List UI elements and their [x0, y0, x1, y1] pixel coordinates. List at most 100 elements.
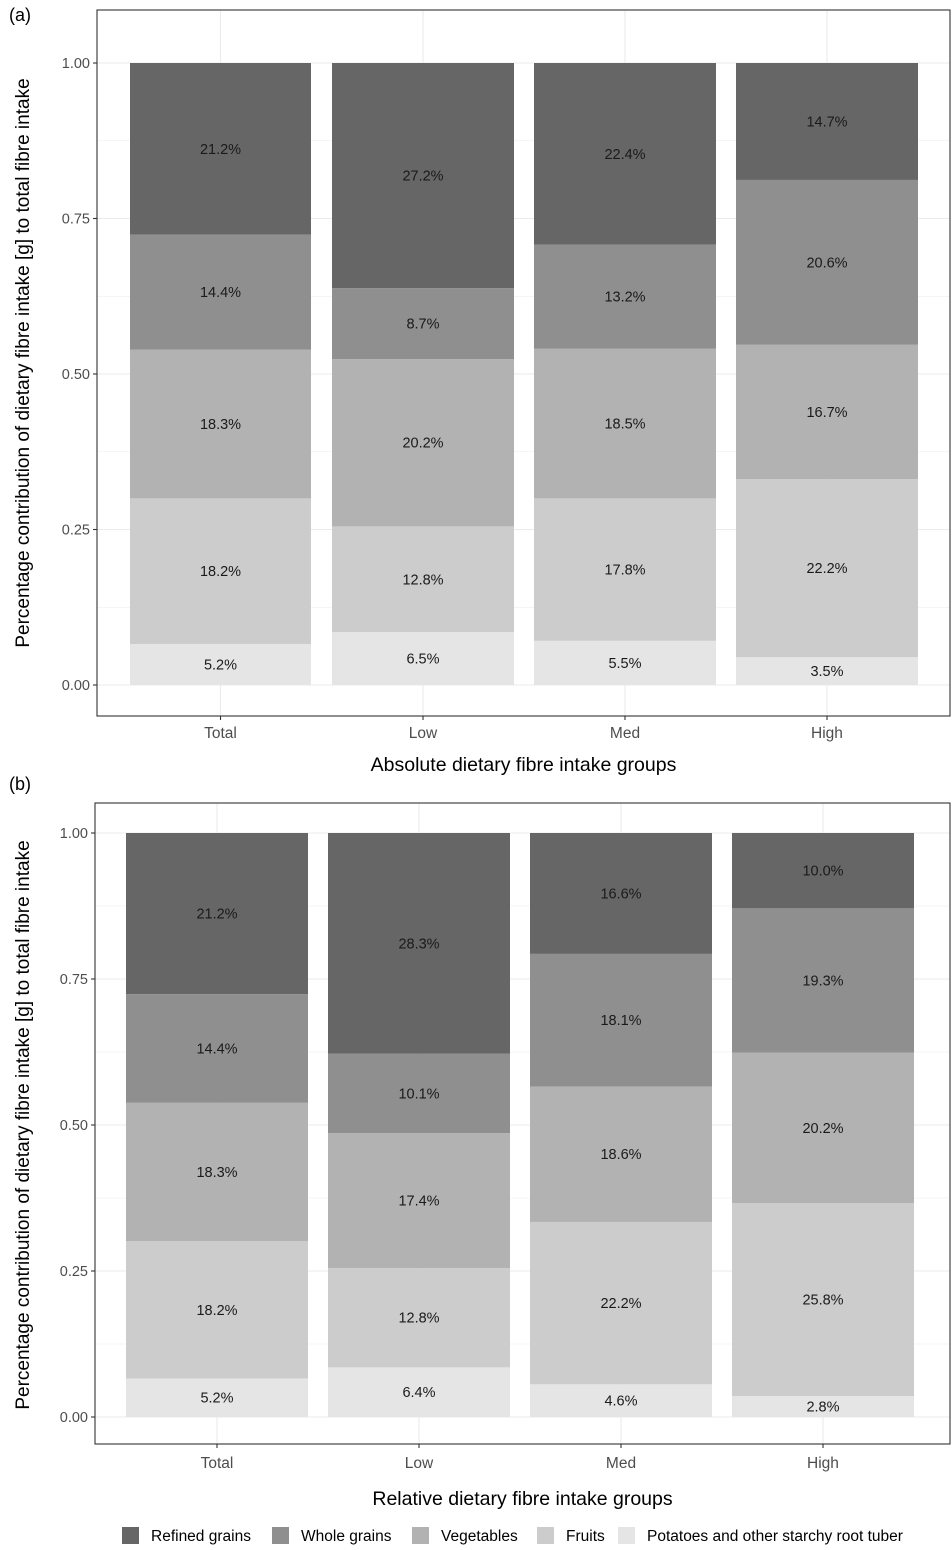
data-label: 19.3%	[802, 973, 843, 989]
data-label: 14.4%	[196, 1041, 237, 1057]
y-tick-label: 1.00	[62, 56, 90, 72]
legend-swatch-whole-grains	[272, 1527, 289, 1544]
data-label: 3.5%	[810, 664, 843, 680]
y-tick-label: 1.00	[60, 826, 88, 842]
panel-b: 5.2% 18.2% 18.3% 14.4% 21.2% 6.4% 12.8% 17.4% 10…	[9, 774, 951, 1510]
legend-swatch-vegetables	[412, 1527, 429, 1544]
bar-segment-whole-grains-total	[130, 234, 311, 350]
y-tick-label: 0.00	[62, 678, 90, 694]
y-tick-label: 0.75	[62, 212, 90, 228]
bar-segment-potatoes-and-other-starchy-root-tuber-med	[530, 1384, 712, 1417]
bar-segment-vegetables-low	[332, 359, 514, 527]
bar-segment-fruits-high	[732, 1203, 914, 1396]
x-tick-label: Low	[409, 725, 438, 742]
x-tick-label: Total	[204, 725, 237, 742]
legend-label: Whole grains	[301, 1528, 392, 1545]
y-tick-label: 0.00	[60, 1410, 88, 1426]
bar-segment-vegetables-total	[130, 349, 311, 499]
data-label: 25.8%	[802, 1293, 843, 1309]
y-axis-title: Percentage contribution of dietary fibre…	[13, 840, 34, 1409]
panel-a: 5.2% 18.2% 18.3% 14.4% 21.2% 6.5% 12.8% 20.2% 8.…	[9, 5, 951, 776]
data-label: 22.2%	[806, 561, 847, 577]
data-label: 5.2%	[204, 657, 237, 673]
data-label: 22.2%	[600, 1296, 641, 1312]
data-label: 18.2%	[196, 1303, 237, 1319]
y-tick-label: 0.50	[62, 367, 90, 383]
bar-segment-whole-grains-high	[736, 179, 918, 345]
bar-segment-fruits-high	[736, 479, 918, 658]
bar-segment-potatoes-and-other-starchy-root-tuber-total	[130, 643, 311, 685]
legend-label: Vegetables	[441, 1528, 518, 1545]
bar-segment-whole-grains-low	[332, 288, 514, 360]
y-axis-title: Percentage contribution of dietary fibre…	[13, 78, 34, 647]
legend-label: Fruits	[566, 1528, 605, 1545]
bar-segment-refined-grains-med	[530, 833, 712, 954]
data-label: 5.5%	[608, 656, 641, 672]
bar-segment-fruits-total	[126, 1241, 308, 1379]
bar-segment-fruits-med	[530, 1221, 712, 1385]
x-tick-label: Low	[405, 1455, 434, 1472]
data-label: 18.1%	[600, 1013, 641, 1029]
bar-segment-refined-grains-low	[332, 63, 514, 289]
bar-segment-potatoes-and-other-starchy-root-tuber-low	[328, 1367, 510, 1417]
data-label: 17.4%	[398, 1194, 439, 1210]
data-label: 28.3%	[398, 936, 439, 952]
y-tick-label: 0.25	[62, 523, 90, 539]
data-label: 20.6%	[806, 255, 847, 271]
legend-swatch-refined-grains	[122, 1527, 139, 1544]
data-label: 4.6%	[604, 1394, 637, 1410]
legend-swatch-fruits	[537, 1527, 554, 1544]
bar-segment-fruits-low	[328, 1268, 510, 1368]
bar-segment-refined-grains-med	[534, 63, 716, 245]
data-label: 22.4%	[604, 147, 645, 163]
bar-segment-vegetables-med	[534, 348, 716, 499]
data-label: 14.4%	[200, 285, 241, 301]
bar-segment-whole-grains-med	[530, 953, 712, 1087]
y-tick-label: 0.25	[60, 1264, 88, 1280]
bar-segment-whole-grains-low	[328, 1053, 510, 1134]
bar-segment-fruits-total	[130, 498, 311, 644]
data-label: 2.8%	[806, 1399, 839, 1415]
bar-segment-whole-grains-high	[732, 908, 914, 1053]
bar-segment-whole-grains-med	[534, 244, 716, 349]
bar-segment-fruits-med	[534, 498, 716, 641]
bar-segment-fruits-low	[332, 526, 514, 633]
legend-label: Potatoes and other starchy root tuber	[647, 1528, 903, 1545]
data-label: 12.8%	[398, 1311, 439, 1327]
x-tick-label: Med	[606, 1455, 636, 1472]
data-label: 8.7%	[406, 317, 439, 333]
panel-label: (a)	[9, 5, 31, 25]
data-label: 12.8%	[402, 572, 443, 588]
data-label: 20.2%	[402, 436, 443, 452]
data-label: 6.5%	[406, 652, 439, 668]
bar-segment-refined-grains-low	[328, 833, 510, 1054]
bar-segment-potatoes-and-other-starchy-root-tuber-total	[126, 1378, 308, 1417]
data-label: 20.2%	[802, 1121, 843, 1137]
x-tick-label: High	[811, 725, 843, 742]
bar-segment-potatoes-and-other-starchy-root-tuber-med	[534, 640, 716, 685]
data-label: 27.2%	[402, 169, 443, 185]
bar-segment-refined-grains-high	[732, 833, 914, 909]
bar-segment-refined-grains-high	[736, 63, 918, 180]
bar-segment-vegetables-high	[736, 344, 918, 480]
data-label: 16.7%	[806, 405, 847, 421]
data-label: 18.6%	[600, 1147, 641, 1163]
data-label: 21.2%	[200, 142, 241, 158]
legend-swatch-potatoes-and-other-starchy-root-tuber	[618, 1527, 635, 1544]
data-label: 18.3%	[196, 1165, 237, 1181]
data-label: 6.4%	[402, 1385, 435, 1401]
x-tick-label: Total	[201, 1455, 234, 1472]
data-label: 18.3%	[200, 417, 241, 433]
legend: Refined grains Whole grains Vegetables Frui…	[122, 1527, 903, 1545]
data-label: 5.2%	[200, 1391, 233, 1407]
panel-border	[96, 9, 951, 717]
data-label: 13.2%	[604, 290, 645, 306]
bar-segment-refined-grains-total	[130, 63, 311, 235]
bar-segment-vegetables-high	[732, 1052, 914, 1204]
panel-label: (b)	[9, 774, 31, 794]
bar-segment-potatoes-and-other-starchy-root-tuber-high	[736, 657, 918, 685]
bar-segment-vegetables-med	[530, 1086, 712, 1222]
bar-segment-potatoes-and-other-starchy-root-tuber-high	[732, 1395, 914, 1417]
bar-segment-whole-grains-total	[126, 994, 308, 1103]
